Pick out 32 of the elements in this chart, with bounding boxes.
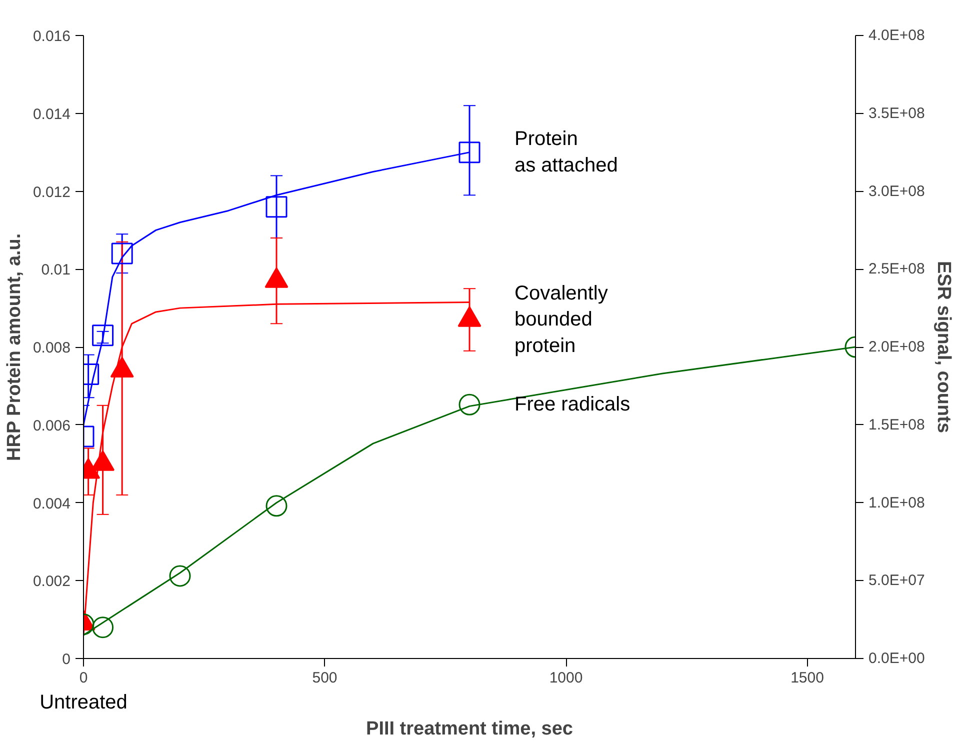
y2-tick-label: 2.0E+08 bbox=[868, 338, 925, 356]
x-tick-label: 500 bbox=[312, 670, 338, 686]
series-label: Free radicals bbox=[514, 394, 630, 416]
point bbox=[169, 565, 191, 587]
y-tick-label: 0 bbox=[62, 651, 70, 668]
y2-tick-label: 0.0E+00 bbox=[868, 650, 925, 667]
y-tick-label: 0.006 bbox=[32, 417, 71, 434]
y2-tick-label: 1.0E+08 bbox=[868, 494, 925, 512]
y2-tick-label: 5.0E+07 bbox=[868, 572, 925, 590]
y-tick-label: 0.004 bbox=[32, 495, 71, 512]
x-axis-title: PIII treatment time, sec bbox=[366, 718, 574, 740]
y-tick-label: 0.01 bbox=[41, 262, 71, 279]
text: Untreated bbox=[40, 692, 128, 714]
y-tick-label: 0.012 bbox=[32, 184, 71, 201]
y2-tick-label: 2.5E+08 bbox=[868, 260, 925, 278]
x-tick-label: 1500 bbox=[790, 670, 824, 686]
point bbox=[266, 495, 288, 517]
y-tick-label: 0.002 bbox=[32, 573, 71, 590]
y-axis-title: HRP Protein amount, a.u. bbox=[4, 233, 25, 462]
series-label: Covalently bounded protein bbox=[514, 282, 608, 358]
y2-tick-label: 1.5E+08 bbox=[868, 416, 925, 434]
series-label: Protein as attached bbox=[514, 128, 618, 177]
y2-tick-label: 3.5E+08 bbox=[868, 104, 925, 122]
y-tick-label: 0.016 bbox=[32, 28, 71, 45]
y2-tick-label: 3.0E+08 bbox=[868, 182, 925, 200]
y-tick-label: 0.008 bbox=[32, 340, 71, 356]
y2-tick-label: 4.0E+08 bbox=[868, 27, 925, 44]
x-tick-label: 1000 bbox=[549, 670, 583, 686]
y-tick-label: 0.014 bbox=[32, 106, 71, 123]
point bbox=[92, 616, 114, 638]
y2-axis-title: ESR signal, counts bbox=[932, 260, 954, 434]
x-tick-label: 0 bbox=[79, 670, 88, 686]
